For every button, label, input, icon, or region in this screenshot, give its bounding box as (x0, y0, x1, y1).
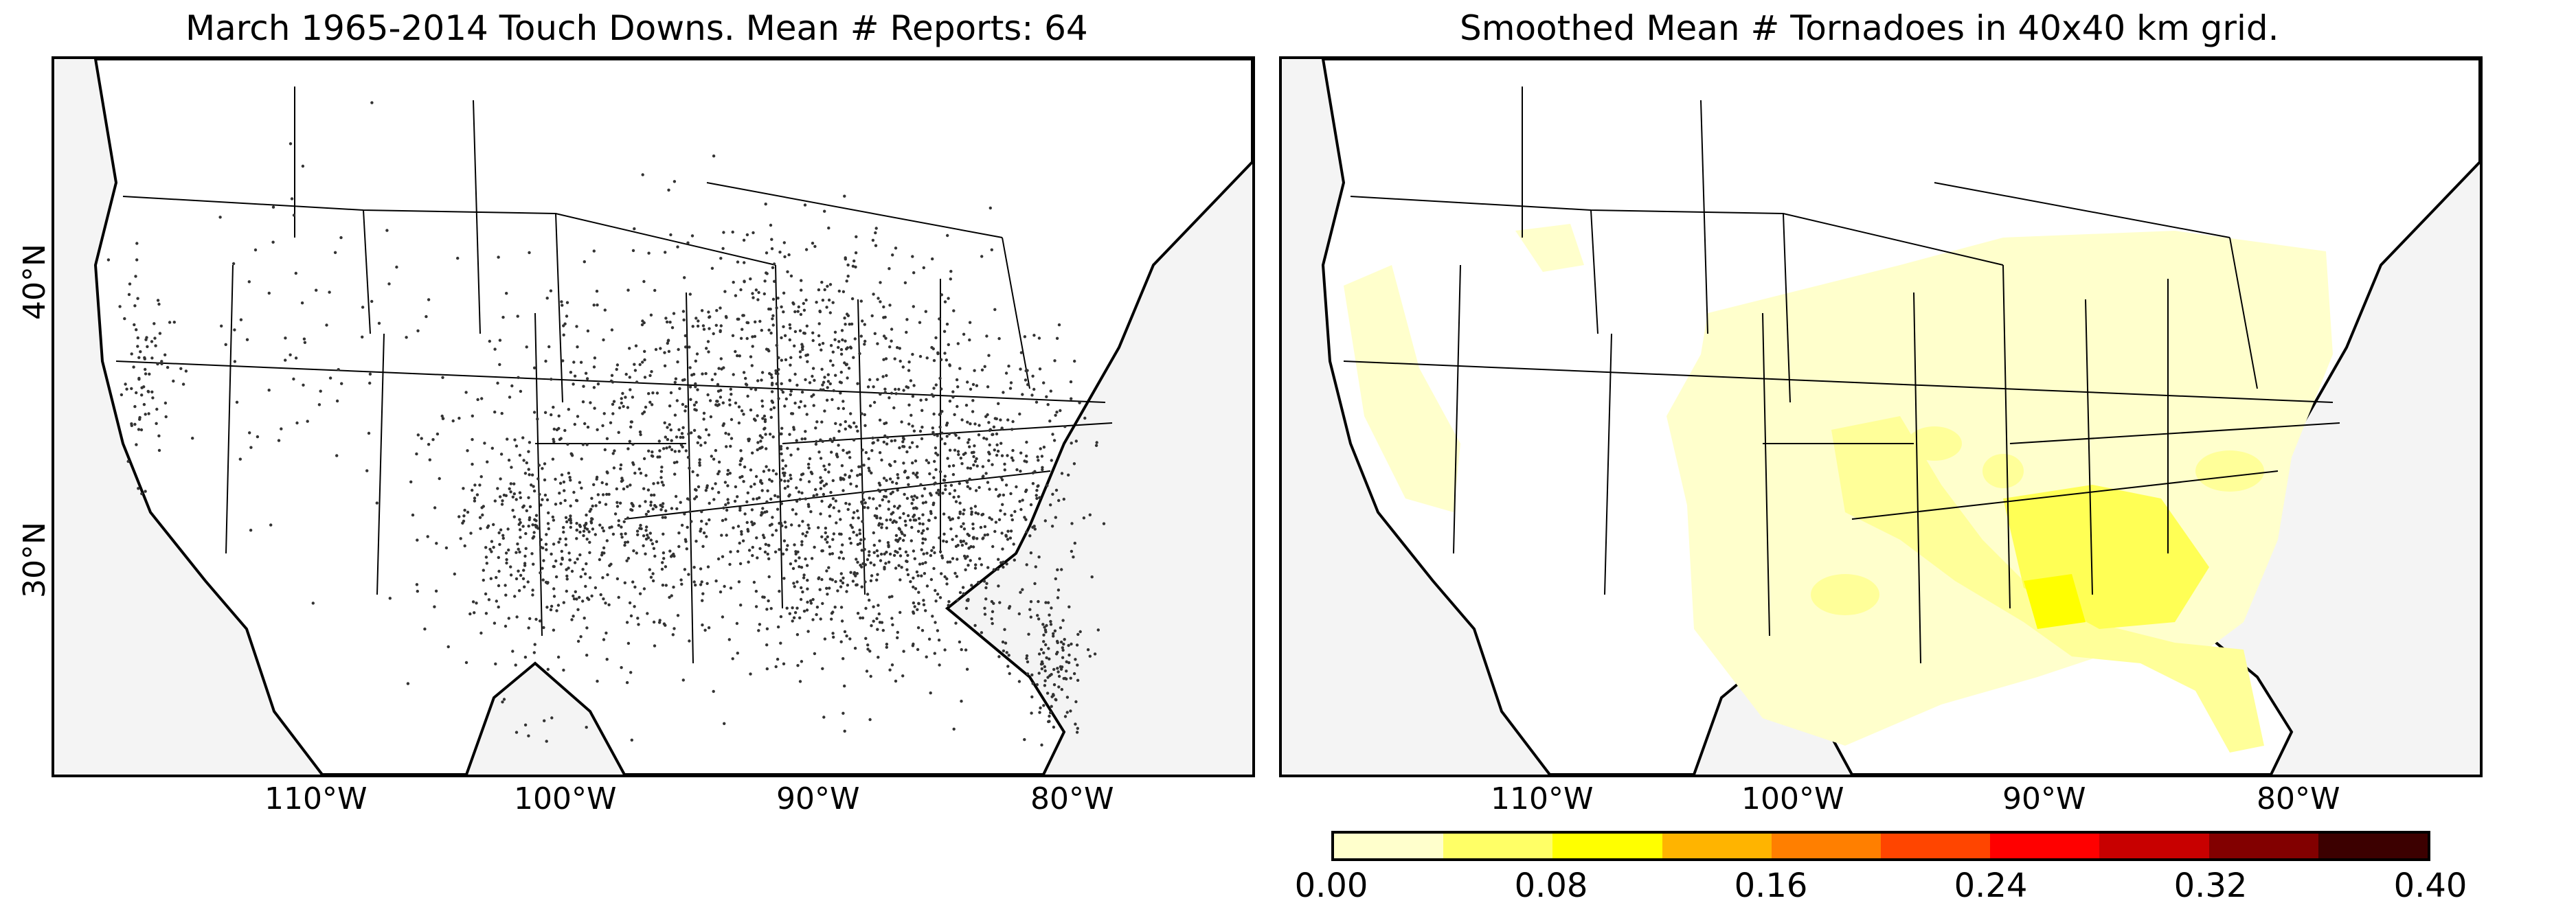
colorbar-segment (1552, 834, 1662, 858)
density-map (1279, 56, 2483, 777)
right-lon-tick-90w: 90°W (2002, 781, 2086, 816)
colorbar-tick-label: 0.00 (1294, 867, 1368, 905)
colorbar-segment (1771, 834, 1882, 858)
colorbar-segment (1662, 834, 1772, 858)
touchdown-points (106, 101, 1106, 747)
colorbar-segment (2318, 834, 2428, 858)
density-map-svg (1321, 59, 2480, 775)
colorbar-segment (1334, 834, 1444, 858)
colorbar-segment (1881, 834, 1991, 858)
lat-tick-30n: 30°N (16, 522, 52, 598)
density-fill (1344, 224, 2333, 753)
left-panel-title: March 1965-2014 Touch Downs. Mean # Repo… (185, 8, 1088, 48)
touchdown-map-svg (93, 59, 1252, 775)
lat-tick-40n: 40°N (16, 244, 52, 320)
colorbar-segment (1443, 834, 1553, 858)
right-panel-title: Smoothed Mean # Tornadoes in 40x40 km gr… (1460, 8, 2279, 48)
colorbar-segment (2099, 834, 2209, 858)
left-lon-tick-100w: 100°W (514, 781, 617, 816)
left-lon-tick-110w: 110°W (264, 781, 368, 816)
colorbar-segment (2208, 834, 2318, 858)
colorbar-tick-label: 0.24 (1954, 867, 2028, 905)
north-america-land (93, 59, 1252, 775)
colorbar-tick-label: 0.32 (2173, 867, 2248, 905)
right-lon-tick-100w: 100°W (1741, 781, 1844, 816)
right-lon-tick-80w: 80°W (2257, 781, 2340, 816)
colorbar-tick-label: 0.40 (2393, 867, 2467, 905)
colorbar-tick-label: 0.16 (1734, 867, 1808, 905)
colorbar-tick-label: 0.08 (1514, 867, 1588, 905)
colorbar (1331, 831, 2430, 861)
colorbar-segment (1990, 834, 2100, 858)
state-borders (1343, 87, 2340, 664)
touchdown-map (52, 56, 1255, 777)
right-lon-tick-110w: 110°W (1491, 781, 1594, 816)
left-lon-tick-90w: 90°W (776, 781, 860, 816)
left-lon-tick-80w: 80°W (1030, 781, 1114, 816)
